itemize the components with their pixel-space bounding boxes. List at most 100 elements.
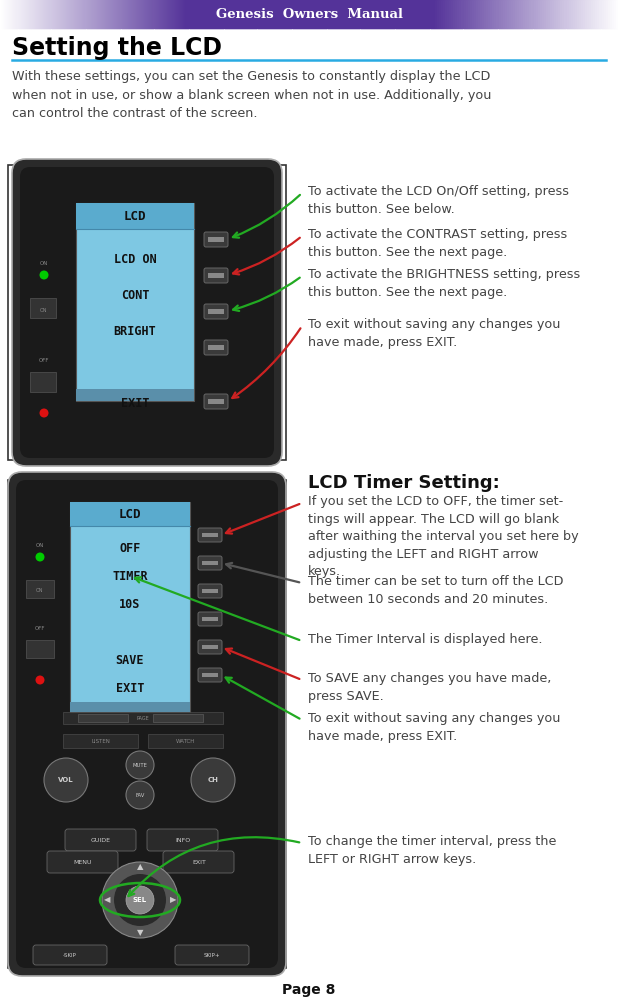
Text: OFF: OFF xyxy=(119,542,141,555)
Bar xyxy=(48,0,51,28)
Bar xyxy=(350,0,353,28)
Bar xyxy=(562,0,565,28)
Bar xyxy=(507,0,510,28)
Bar xyxy=(494,0,497,28)
Bar xyxy=(511,0,514,28)
Bar xyxy=(76,203,194,401)
Bar xyxy=(138,0,141,28)
Bar xyxy=(515,0,518,28)
Bar xyxy=(357,0,360,28)
Text: ON: ON xyxy=(36,588,44,593)
Bar xyxy=(585,0,588,28)
Bar xyxy=(8,480,286,968)
Bar xyxy=(286,0,289,28)
Bar xyxy=(513,0,516,28)
FancyBboxPatch shape xyxy=(198,668,222,682)
Bar xyxy=(598,0,601,28)
Bar xyxy=(11,0,14,28)
Bar xyxy=(459,0,462,28)
Bar xyxy=(536,0,539,28)
Bar xyxy=(39,0,42,28)
Bar xyxy=(486,0,489,28)
Bar xyxy=(95,0,98,28)
FancyBboxPatch shape xyxy=(175,945,249,965)
FancyBboxPatch shape xyxy=(47,851,118,873)
Bar xyxy=(301,0,304,28)
Bar xyxy=(128,0,131,28)
Bar xyxy=(499,0,502,28)
Bar xyxy=(387,0,391,28)
Bar xyxy=(564,0,567,28)
Bar xyxy=(391,0,394,28)
Bar xyxy=(91,0,94,28)
Bar xyxy=(313,0,316,28)
Bar xyxy=(373,0,376,28)
Bar xyxy=(70,0,73,28)
FancyBboxPatch shape xyxy=(20,167,274,458)
Bar xyxy=(103,0,106,28)
Bar xyxy=(490,0,493,28)
Bar xyxy=(385,0,388,28)
Bar xyxy=(397,0,400,28)
Text: ▲: ▲ xyxy=(137,862,143,871)
Bar xyxy=(579,0,582,28)
Bar xyxy=(358,0,362,28)
FancyBboxPatch shape xyxy=(65,829,136,851)
Bar xyxy=(278,0,281,28)
Bar xyxy=(202,589,218,593)
Bar xyxy=(587,0,590,28)
FancyBboxPatch shape xyxy=(198,556,222,570)
Bar xyxy=(502,0,506,28)
Bar xyxy=(212,0,215,28)
Bar xyxy=(119,0,122,28)
Bar xyxy=(241,0,244,28)
Bar xyxy=(74,0,77,28)
Bar xyxy=(64,0,67,28)
Text: To activate the LCD On/Off setting, press
this button. See below.: To activate the LCD On/Off setting, pres… xyxy=(308,185,569,215)
Bar xyxy=(365,0,368,28)
FancyBboxPatch shape xyxy=(12,159,282,466)
Bar xyxy=(210,0,213,28)
Bar xyxy=(538,0,541,28)
Bar xyxy=(261,0,265,28)
Bar xyxy=(255,0,258,28)
Bar xyxy=(202,561,218,565)
Text: To exit without saving any changes you
have made, press EXIT.: To exit without saving any changes you h… xyxy=(308,318,561,349)
Bar xyxy=(105,0,108,28)
Bar xyxy=(311,0,314,28)
Bar xyxy=(447,0,450,28)
Bar xyxy=(252,0,255,28)
Bar xyxy=(70,702,190,712)
FancyBboxPatch shape xyxy=(163,851,234,873)
Bar xyxy=(144,0,147,28)
Bar xyxy=(216,0,219,28)
Bar xyxy=(136,0,139,28)
Bar xyxy=(412,0,415,28)
Bar xyxy=(208,345,224,350)
Bar xyxy=(383,0,386,28)
Circle shape xyxy=(126,751,154,779)
Bar xyxy=(148,734,223,748)
Bar xyxy=(227,0,230,28)
Text: LCD ON: LCD ON xyxy=(114,252,156,265)
Text: To exit without saving any changes you
have made, press EXIT.: To exit without saving any changes you h… xyxy=(308,712,561,743)
Bar xyxy=(82,0,85,28)
Bar xyxy=(593,0,596,28)
Bar xyxy=(274,0,277,28)
Bar xyxy=(276,0,279,28)
Bar xyxy=(175,0,178,28)
Bar xyxy=(198,0,201,28)
Bar xyxy=(606,0,609,28)
Bar xyxy=(132,0,135,28)
Bar xyxy=(190,0,193,28)
Bar xyxy=(35,0,38,28)
Bar xyxy=(496,0,499,28)
Bar xyxy=(289,0,292,28)
Text: Genesis  Owners  Manual: Genesis Owners Manual xyxy=(216,7,402,20)
Bar xyxy=(222,0,226,28)
Bar xyxy=(239,0,242,28)
Bar xyxy=(462,0,465,28)
Bar xyxy=(433,0,436,28)
FancyBboxPatch shape xyxy=(204,268,228,283)
Bar xyxy=(420,0,423,28)
